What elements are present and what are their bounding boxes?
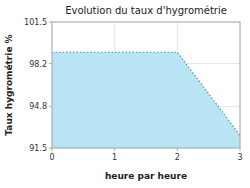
tick-y: [49, 63, 52, 64]
tick-y: [49, 22, 52, 23]
chart: 91.5 94.8 98.2 101.5 0 1 2 3 Evolution du taux d…: [0, 0, 250, 188]
tick-label-y: 101.5: [24, 18, 47, 27]
line: [52, 52, 240, 135]
tick-label-x: 3: [237, 153, 242, 162]
grid: [52, 22, 240, 148]
chart-container: 91.5 94.8 98.2 101.5 0 1 2 3 Evolution du taux d…: [0, 0, 250, 188]
tick-y: [49, 106, 52, 107]
plot-area: [52, 52, 240, 148]
tick-x: [114, 148, 115, 151]
axes: 91.5 94.8 98.2 101.5 0 1 2 3: [24, 18, 242, 162]
tick-label-x: 2: [175, 153, 180, 162]
tick-label-y: 98.2: [29, 60, 47, 69]
y-axis-label: Taux hygrométrie %: [4, 34, 14, 135]
plot-frame: [52, 22, 240, 148]
tick-label-y: 94.8: [29, 102, 47, 111]
tick-x: [52, 148, 53, 151]
tick-label-x: 0: [49, 153, 54, 162]
background: [0, 0, 250, 188]
area: [52, 52, 240, 148]
tick-y: [49, 148, 52, 149]
tick-x: [177, 148, 178, 151]
title: Evolution du taux d'hygrométrie: [65, 5, 227, 16]
tick-x: [240, 148, 241, 151]
tick-label-y: 91.5: [29, 144, 47, 153]
tick-label-x: 1: [112, 153, 117, 162]
x-axis-label: heure par heure: [105, 171, 187, 181]
